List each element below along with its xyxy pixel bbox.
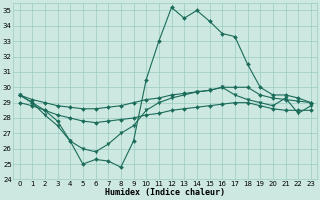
X-axis label: Humidex (Indice chaleur): Humidex (Indice chaleur): [105, 188, 225, 197]
